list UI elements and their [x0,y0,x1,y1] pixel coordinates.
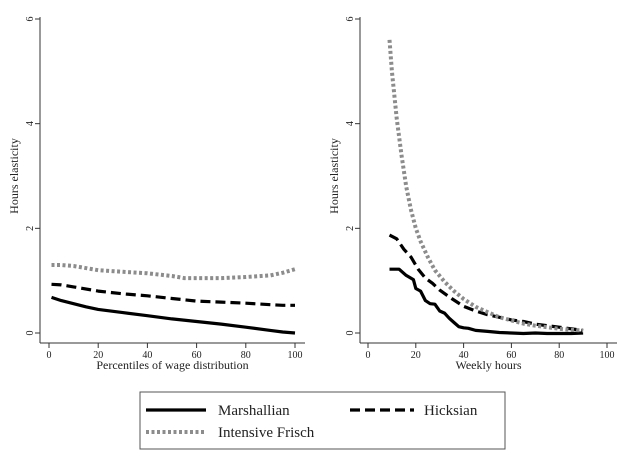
x-tick-label: 40 [459,350,469,361]
y-tick-label: 6 [345,17,356,22]
x-axis-title: Percentiles of wage distribution [96,358,248,372]
legend-entry-hicksian: Hicksian [350,403,478,419]
legend-label-hicksian: Hicksian [424,403,478,419]
series-line-intensive-frisch [51,263,296,281]
x-tick-label: 100 [288,350,303,361]
x-tick-label: 60 [192,350,202,361]
y-axis-title: Hours elasticity [7,138,21,214]
x-axis-title: Weekly hours [455,358,521,372]
legend-label-marshallian: Marshallian [218,403,290,419]
y-tick-label: 4 [25,121,36,126]
y-tick-label: 2 [25,226,36,231]
x-tick-label: 0 [47,350,52,361]
y-tick-label: 0 [25,331,36,336]
series-line-hicksian [51,282,295,307]
y-tick-label: 2 [345,226,356,231]
legend-box [139,391,506,450]
legend-entry-marshallian: Marshallian [146,403,290,419]
x-tick-label: 20 [411,350,421,361]
legend: Marshallian Hicksian Intensive Frisch [139,391,506,450]
x-tick-label: 80 [241,350,251,361]
y-tick-label: 6 [25,17,36,22]
x-tick-label: 0 [366,350,371,361]
series-line-marshallian [389,267,584,336]
series-line-marshallian [51,295,296,335]
legend-label-intensive-frisch: Intensive Frisch [218,425,315,441]
y-tick-label: 4 [345,121,356,126]
y-axis-title: Hours elasticity [327,138,341,214]
y-tick-label: 0 [345,331,356,336]
x-tick-label: 100 [600,350,615,361]
legend-entry-intensive-frisch: Intensive Frisch [146,425,315,441]
x-tick-label: 60 [506,350,516,361]
x-tick-label: 40 [142,350,152,361]
x-tick-label: 20 [93,350,103,361]
x-tick-label: 80 [554,350,564,361]
series-line-hicksian [388,233,584,332]
series-line-intensive-frisch [387,39,584,333]
